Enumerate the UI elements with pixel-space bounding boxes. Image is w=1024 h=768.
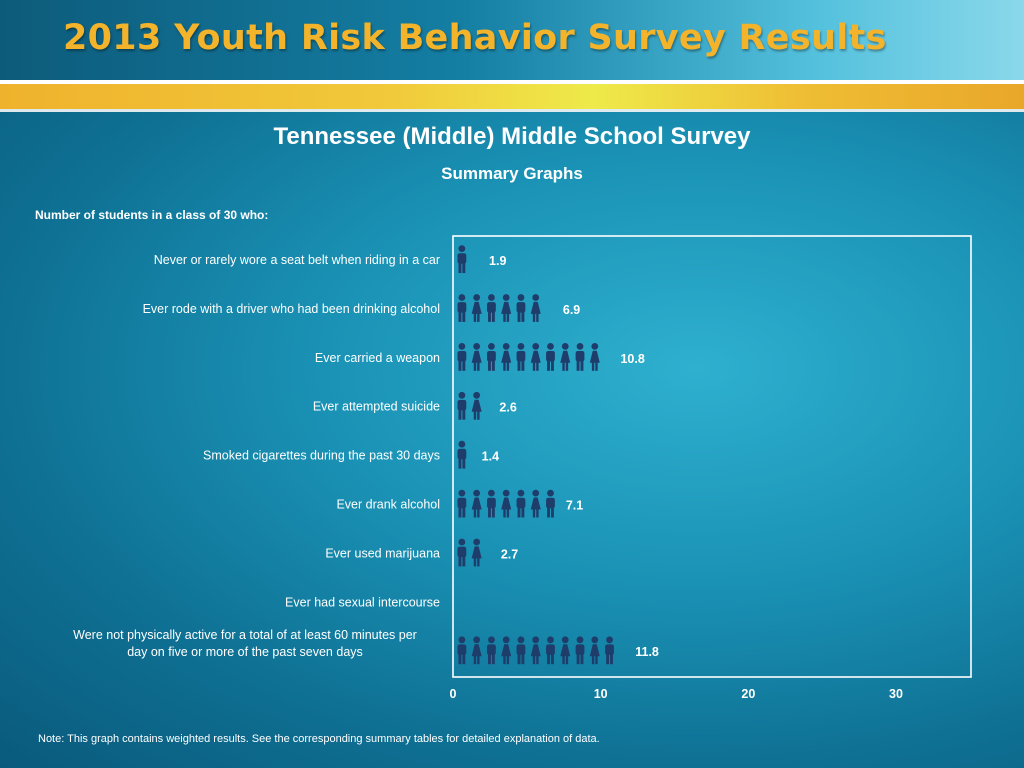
- category-label: Ever used marijuana: [325, 546, 440, 560]
- pictograph-bar: [457, 440, 476, 469]
- x-tick-label: 10: [594, 687, 608, 701]
- category-label: Ever had sexual intercourse: [285, 595, 440, 609]
- person-icon: [501, 489, 512, 518]
- header-divider: [0, 80, 1024, 84]
- person-icon: [457, 538, 467, 567]
- person-icon: [457, 343, 467, 371]
- person-icon: [471, 636, 482, 665]
- person-icon: [457, 636, 467, 665]
- person-icon: [471, 538, 482, 567]
- category-label: Ever rode with a driver who had been dri…: [143, 302, 440, 316]
- footnote: Note: This graph contains weighted resul…: [38, 733, 600, 745]
- person-icon: [487, 636, 496, 665]
- page-title: 2013 Youth Risk Behavior Survey Results: [63, 18, 887, 58]
- person-icon: [501, 636, 512, 665]
- category-label: Smoked cigarettes during the past 30 day…: [203, 449, 440, 463]
- chart-question: Number of students in a class of 30 who:: [35, 208, 269, 222]
- value-label: 10.8: [620, 352, 644, 366]
- value-label: 7.1: [566, 499, 583, 513]
- person-icon: [516, 489, 526, 518]
- person-icon: [619, 636, 630, 665]
- person-icon: [516, 343, 526, 371]
- pictograph-bar: [457, 294, 555, 322]
- person-icon: [487, 489, 496, 518]
- category-label: Ever drank alcohol: [336, 498, 440, 512]
- person-icon: [530, 489, 541, 518]
- person-icon: [560, 343, 571, 371]
- person-icon: [457, 391, 467, 420]
- person-icon: [471, 489, 482, 518]
- gold-band: [0, 84, 1024, 109]
- person-icon: [457, 489, 467, 518]
- category-label: Ever carried a weapon: [315, 351, 440, 365]
- person-icon: [487, 391, 494, 420]
- category-label: Never or rarely wore a seat belt when ri…: [154, 253, 440, 267]
- person-icon: [457, 294, 467, 322]
- category-label: Ever attempted suicide: [313, 400, 440, 414]
- person-icon: [575, 636, 585, 665]
- section-title: Summary Graphs: [441, 164, 583, 183]
- value-label: 1.4: [482, 450, 499, 464]
- person-icon: [589, 343, 600, 371]
- value-label: 6.9: [563, 303, 580, 317]
- person-icon: [516, 636, 526, 665]
- person-icon: [487, 538, 495, 567]
- category-label: Were not physically active for a total o…: [73, 628, 417, 659]
- gold-band-divider: [0, 109, 1024, 112]
- pictograph-bar: [457, 391, 494, 420]
- person-icon: [471, 245, 482, 273]
- person-icon: [546, 636, 555, 665]
- survey-title: Tennessee (Middle) Middle School Survey: [273, 123, 751, 150]
- value-label: 1.9: [489, 254, 506, 268]
- person-icon: [516, 294, 526, 322]
- person-icon: [471, 294, 482, 322]
- pictograph-bar: [457, 343, 614, 371]
- person-icon: [487, 343, 496, 371]
- person-icon: [546, 294, 555, 322]
- person-icon: [605, 636, 614, 665]
- person-icon: [471, 440, 476, 469]
- pictograph-bar: [457, 245, 482, 273]
- person-icon: [501, 294, 512, 322]
- person-icon: [560, 636, 571, 665]
- header-banner: 2013 Youth Risk Behavior Survey Results: [0, 0, 1024, 80]
- pictograph-bar: [457, 538, 495, 567]
- pictograph-bar: [457, 489, 555, 518]
- person-icon: [589, 636, 600, 665]
- person-icon: [471, 343, 482, 371]
- x-tick-label: 0: [450, 687, 457, 701]
- person-icon: [530, 636, 541, 665]
- x-tick-label: 30: [889, 687, 903, 701]
- person-icon: [501, 343, 512, 371]
- person-icon: [546, 343, 555, 371]
- person-icon: [457, 440, 467, 469]
- person-icon: [605, 343, 614, 371]
- plot-frame: [452, 235, 972, 678]
- value-label: 11.8: [635, 645, 659, 659]
- person-icon: [530, 294, 541, 322]
- person-icon: [457, 245, 467, 273]
- person-icon: [575, 343, 585, 371]
- person-icon: [546, 489, 555, 518]
- person-icon: [471, 391, 482, 420]
- x-tick-label: 20: [741, 687, 755, 701]
- value-label: 2.6: [499, 401, 516, 415]
- value-label: 2.7: [501, 547, 518, 561]
- person-icon: [487, 294, 496, 322]
- person-icon: [530, 343, 541, 371]
- pictograph-bar: [457, 636, 630, 665]
